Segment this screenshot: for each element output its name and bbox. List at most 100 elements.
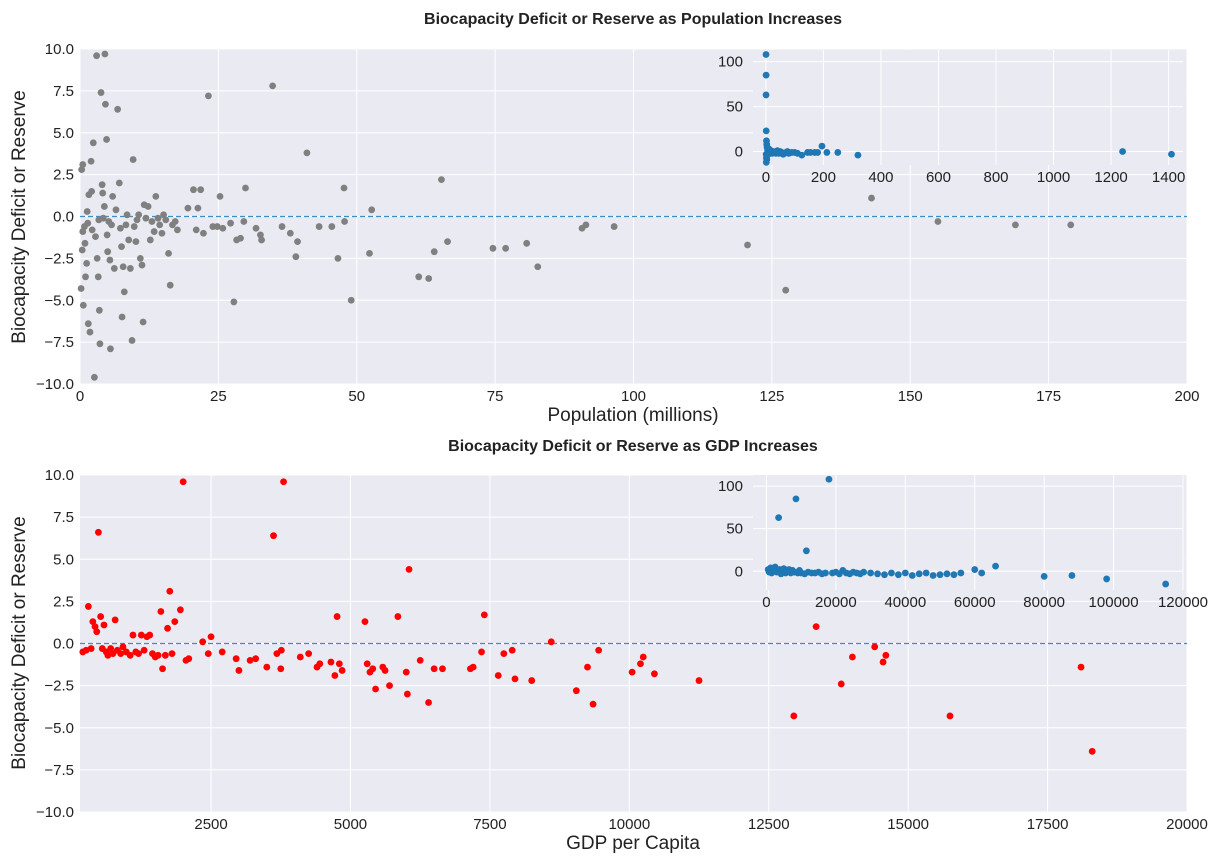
gdp-data-point	[381, 667, 389, 674]
population-chart-title: Biocapacity Deficit or Reserve as Popula…	[424, 11, 842, 28]
population-data-point	[237, 234, 244, 242]
gdp-data-point	[277, 665, 285, 673]
population-y-axis-label: Biocapacity Deficit or Reserve	[9, 90, 30, 343]
population-data-point	[213, 223, 221, 230]
gdp-x-tick-label: 20000	[1166, 816, 1208, 833]
population-inset-x-tick-label: 800	[983, 169, 1008, 186]
gdp-inset-data-point	[957, 569, 965, 577]
gdp-data-point	[639, 653, 647, 661]
gdp-data-point	[508, 646, 516, 654]
gdp-data-point	[119, 643, 127, 651]
population-data-point	[294, 238, 301, 246]
gdp-data-point	[207, 633, 215, 641]
gdp-data-point	[146, 631, 154, 639]
gdp-data-point	[572, 687, 580, 695]
population-x-tick-labels: 0 25 50 75 100 125 150 175 200	[76, 388, 1200, 405]
population-inset-x-tick-label: 1400	[1152, 169, 1185, 186]
gdp-inset-data-point	[802, 547, 810, 555]
population-y-tick-label: −5.0	[44, 292, 74, 309]
population-data-point	[118, 243, 125, 251]
gdp-data-point	[270, 532, 277, 540]
gdp-inset-data-point	[1162, 580, 1170, 588]
population-chart: Biocapacity Deficit or Reserve as Popula…	[9, 11, 1200, 426]
population-x-tick-label: 0	[76, 388, 84, 405]
population-data-point	[100, 203, 108, 210]
gdp-data-point	[232, 655, 240, 663]
gdp-x-tick-label: 15000	[887, 816, 929, 833]
population-data-point	[144, 203, 152, 210]
gdp-data-point	[584, 663, 591, 671]
gdp-data-point	[159, 665, 166, 673]
population-data-point	[292, 253, 300, 261]
population-x-axis-label: Population (millions)	[547, 405, 718, 426]
gdp-data-point	[331, 672, 339, 679]
population-data-point	[166, 281, 174, 289]
gdp-inset-data-point	[775, 514, 783, 521]
population-data-point	[98, 181, 106, 189]
gdp-data-point	[1088, 747, 1096, 755]
gdp-gridlines	[80, 474, 1188, 813]
gdp-x-tick-label: 12500	[748, 816, 790, 833]
population-data-point	[84, 320, 92, 328]
gdp-data-point	[335, 660, 343, 668]
population-inset-x-tick-label: 0	[762, 169, 770, 186]
population-data-point	[368, 206, 376, 214]
population-inset-plot-area	[753, 50, 1186, 165]
gdp-inset-x-tick-label: 40000	[884, 594, 926, 611]
gdp-data-point	[327, 658, 335, 666]
population-y-tick-label: 2.5	[53, 167, 74, 184]
population-data-point	[200, 229, 207, 237]
population-data-point	[444, 238, 451, 246]
gdp-data-point	[84, 603, 92, 610]
population-data-point	[174, 226, 181, 234]
population-data-point	[258, 236, 265, 244]
population-inset-data-point	[823, 149, 831, 156]
gdp-inset-data-point	[971, 566, 979, 573]
gdp-data-point	[333, 613, 341, 620]
gdp-inset-y-tick-label: 100	[718, 478, 743, 495]
population-inset-x-tick-label: 1200	[1094, 169, 1127, 186]
gdp-x-tick-label: 10000	[608, 816, 650, 833]
population-data-point	[86, 328, 94, 336]
population-inset-data-point	[1168, 150, 1175, 158]
gdp-chart-title: Biocapacity Deficit or Reserve as GDP In…	[448, 438, 818, 455]
gdp-data-point	[628, 668, 636, 676]
population-y-tick-label: 0.0	[53, 209, 74, 226]
gdp-y-tick-label: 10.0	[45, 467, 74, 484]
population-data-point	[744, 241, 751, 249]
population-data-point	[534, 263, 542, 271]
population-data-point	[156, 221, 164, 229]
gdp-inset-data-point	[881, 571, 888, 579]
gdp-inset-data-point	[901, 569, 909, 577]
population-data-point	[934, 218, 942, 225]
population-y-tick-label: −2.5	[44, 250, 74, 267]
population-data-point	[126, 265, 134, 272]
population-data-point	[148, 218, 156, 225]
population-data-point	[347, 296, 355, 304]
population-inset-x-tick-labels: 0 200 400 600 800 1000 1200 1400	[762, 169, 1186, 186]
population-inset-y-tick-label: 0	[735, 144, 743, 161]
population-data-point	[88, 226, 96, 234]
population-x-tick-label: 175	[1036, 388, 1061, 405]
population-data-point	[328, 223, 336, 230]
population-data-point	[438, 176, 445, 184]
gdp-data-point	[1077, 663, 1085, 671]
gdp-data-point	[176, 606, 184, 614]
gdp-data-point	[161, 651, 169, 659]
gdp-inset-data-point	[992, 562, 999, 570]
gdp-data-point	[439, 665, 446, 673]
population-y-tick-label: −7.5	[44, 334, 74, 351]
gdp-data-point	[372, 685, 379, 693]
gdp-x-tick-label: 17500	[1027, 816, 1069, 833]
population-data-point	[252, 224, 260, 232]
gdp-inset-data-point	[936, 571, 944, 579]
gdp-data-point	[100, 621, 108, 629]
gdp-data-point	[403, 690, 411, 698]
population-data-point	[79, 228, 87, 235]
population-data-point	[106, 256, 114, 264]
gdp-inset-x-tick-label: 0	[762, 594, 770, 611]
gdp-data-point	[500, 650, 508, 658]
population-data-point	[184, 204, 192, 212]
population-inset-y-tick-label: 50	[726, 99, 743, 116]
